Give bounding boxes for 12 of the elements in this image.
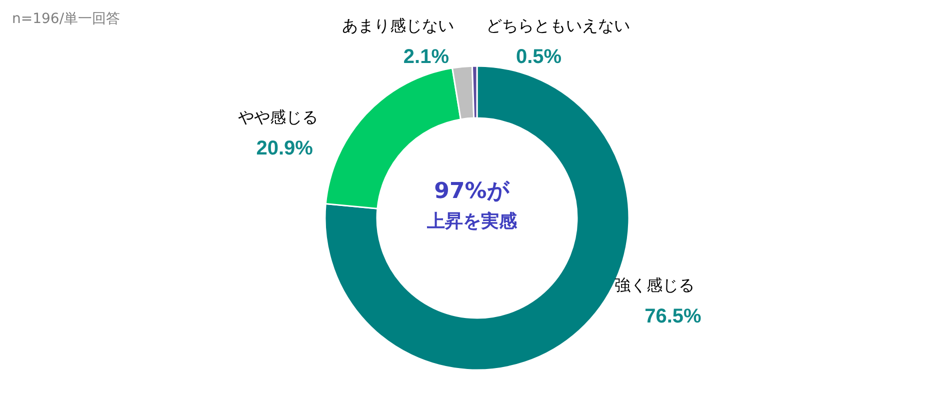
slice-label: どちらともいえない: [486, 16, 630, 35]
data-label: 2.1%: [403, 46, 450, 68]
slice-label: あまり感じない: [342, 16, 454, 35]
text: n=196/単一回答: [12, 10, 120, 28]
data-label: 76.5%: [644, 305, 702, 328]
donut-slice: [324, 65, 630, 371]
slice-label: 強く感じる: [614, 275, 695, 294]
text: 97%が: [433, 178, 511, 206]
text: 上昇を実感: [426, 210, 518, 234]
slice-label: やや感じる: [238, 107, 318, 126]
data-label: 20.9%: [256, 137, 314, 160]
data-label: 0.5%: [516, 46, 562, 68]
